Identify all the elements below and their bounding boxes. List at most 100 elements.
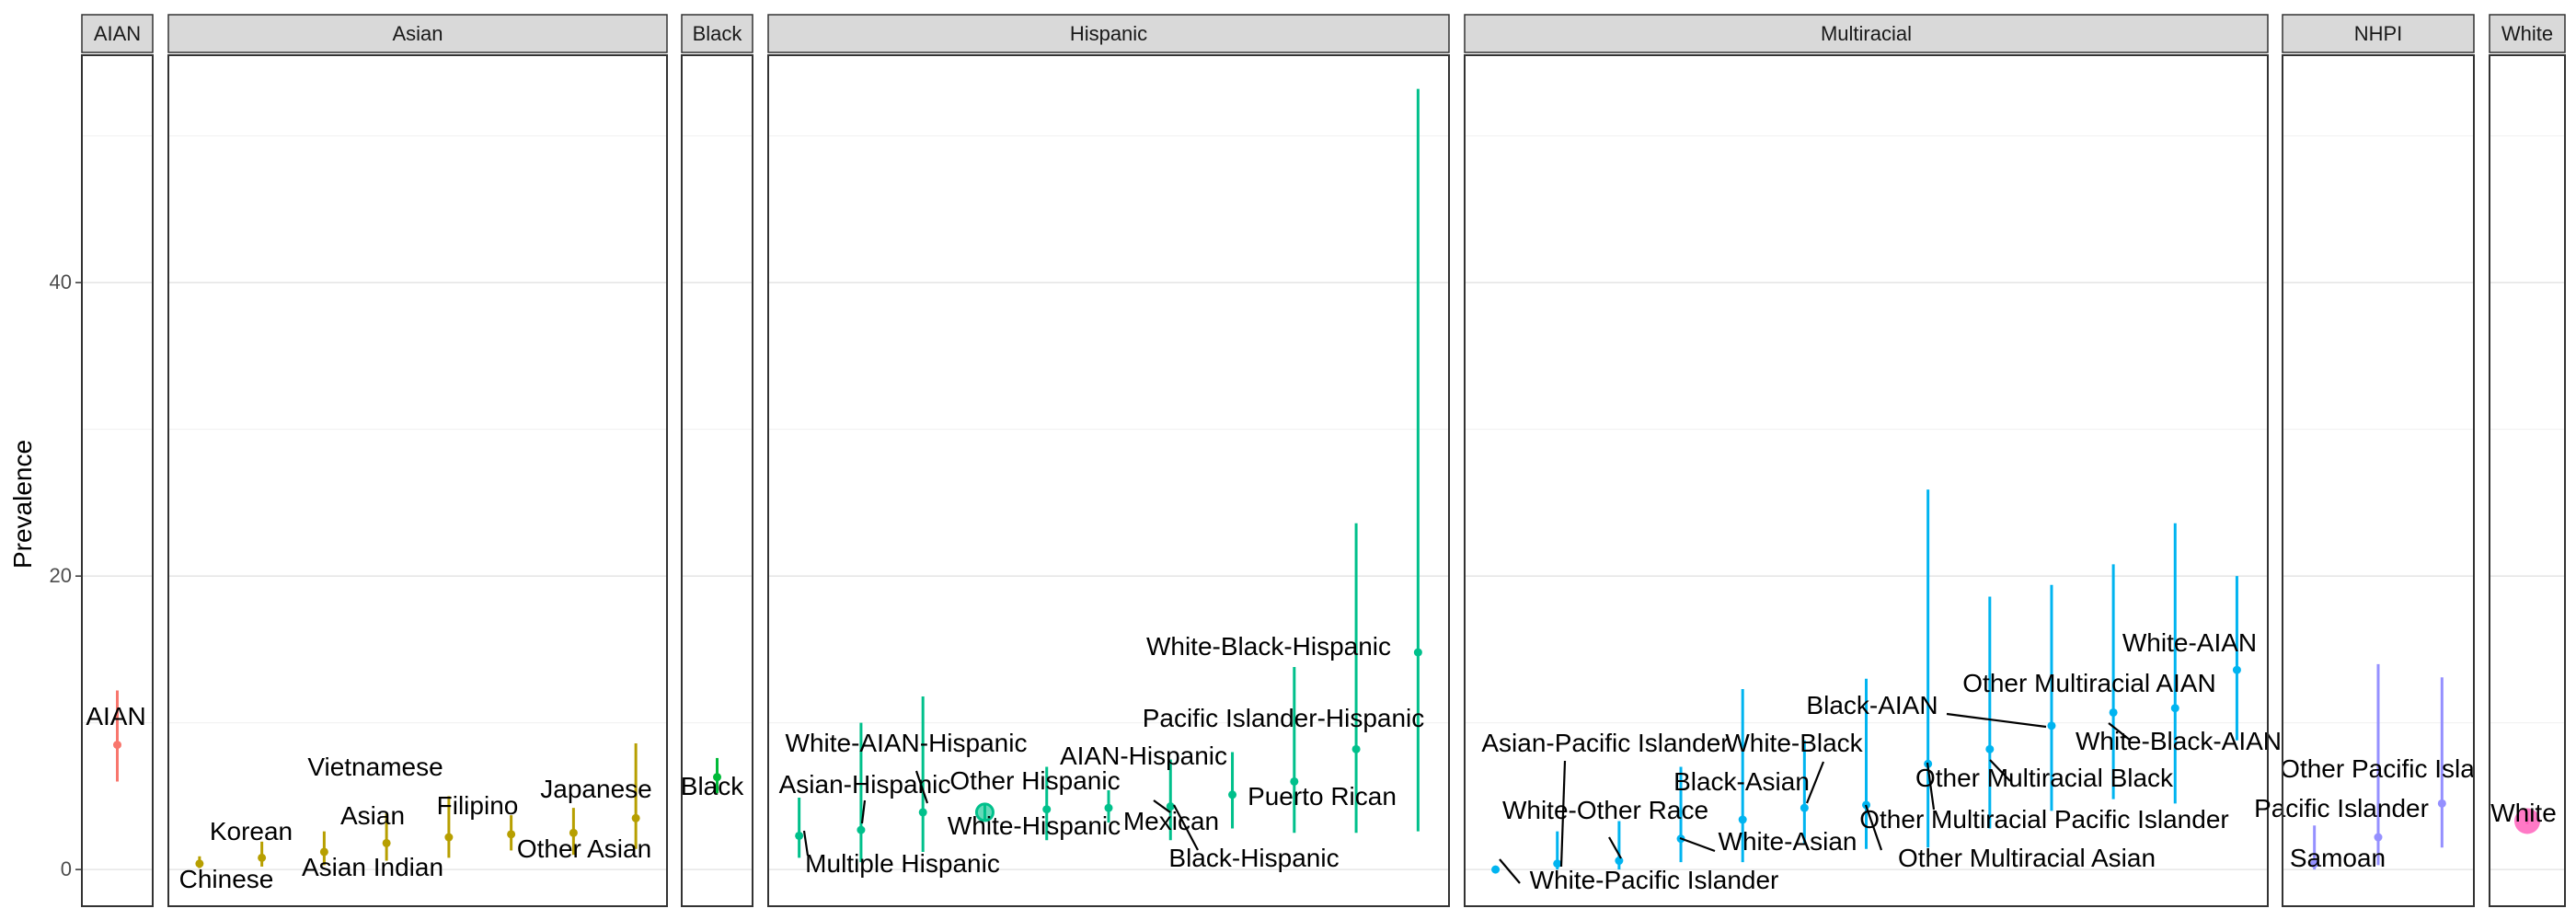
data-point[interactable] (1553, 859, 1562, 868)
data-point[interactable] (918, 808, 927, 817)
data-point[interactable] (1351, 744, 1361, 753)
facet-strip (2489, 14, 2566, 53)
point-label: Black-Hispanic (1168, 844, 1339, 872)
facet-white: White White (2489, 14, 2566, 907)
point-label: White-AIAN-Hispanic (786, 729, 1028, 757)
data-point[interactable] (1104, 803, 1113, 812)
point-label: White (2490, 799, 2557, 827)
facet-strip (1464, 14, 2269, 53)
data-point[interactable] (444, 833, 454, 842)
label-leader-line (802, 830, 810, 857)
data-point[interactable] (2170, 704, 2179, 713)
facet-aian: AIAN AIAN (81, 14, 154, 907)
data-point[interactable] (1800, 803, 1809, 812)
data-point[interactable] (2232, 665, 2241, 674)
data-point[interactable] (507, 830, 516, 839)
facet-data-layer (2514, 808, 2540, 834)
panel-border (167, 54, 668, 907)
data-point[interactable] (2310, 859, 2319, 868)
data-point[interactable] (1738, 815, 1747, 824)
y-tick-label: 20 (50, 564, 72, 587)
point-label: Other Asian (517, 834, 651, 863)
point-label: White-Black-Hispanic (1146, 632, 1391, 661)
panel-border (81, 54, 154, 907)
data-point[interactable] (2109, 707, 2118, 717)
y-tick-label: 40 (50, 270, 72, 293)
facet-strip-label: White (2501, 22, 2553, 45)
point-label: White-AIAN (2122, 628, 2257, 657)
panel-border (767, 54, 1450, 907)
facet-strip-label: Hispanic (1070, 22, 1147, 45)
facet-strip (167, 14, 668, 53)
data-point[interactable] (1413, 648, 1422, 657)
label-leader-line (1608, 836, 1622, 859)
point-label: Vietnamese (307, 753, 443, 781)
label-leader-line (1989, 759, 2011, 782)
point-label: Pacific Islander (2254, 794, 2429, 822)
y-axis-label: Prevalence (8, 440, 37, 569)
label-leader-line (860, 799, 867, 824)
data-point[interactable] (1491, 865, 1501, 874)
facet-data-layer (2310, 663, 2446, 870)
point-label: White-Black (1725, 729, 1863, 757)
point-label: Other Multiracial Black (1915, 764, 2174, 792)
point-label: Other Hispanic (949, 766, 1120, 795)
label-leader-line (2108, 722, 2132, 742)
data-point[interactable] (1985, 744, 1995, 753)
label-leader-line (1153, 799, 1171, 813)
label-leader-line (914, 770, 929, 804)
label-leader-line (1559, 760, 1567, 868)
data-point[interactable] (1615, 857, 1624, 866)
panel-background (168, 55, 667, 906)
data-point[interactable] (569, 828, 578, 837)
data-point[interactable] (713, 773, 721, 782)
data-point[interactable] (195, 859, 204, 868)
point-label: Japanese (540, 775, 651, 803)
facet-multiracial: Multiracial White-Pacific Islander Asian-P… (1464, 14, 2282, 907)
data-point[interactable] (857, 825, 866, 834)
point-label: Samoan (2290, 844, 2386, 872)
data-point[interactable] (631, 813, 640, 822)
facet-strip (767, 14, 1450, 53)
point-label: AIAN-Hispanic (1060, 742, 1227, 770)
data-point[interactable] (319, 847, 328, 857)
facet-strip-label: Multiracial (1821, 22, 1912, 45)
data-point[interactable] (2437, 799, 2446, 808)
panel-border (2282, 54, 2475, 907)
data-point[interactable] (2374, 833, 2383, 842)
facet-strip (2282, 14, 2475, 53)
y-axis: 0 20 40 (50, 270, 82, 880)
data-point[interactable] (2514, 808, 2540, 834)
point-label: Chinese (179, 865, 274, 893)
data-point[interactable] (113, 741, 121, 750)
data-point[interactable] (382, 838, 391, 847)
y-tick-label: 0 (61, 857, 72, 880)
point-label: Mexican (1123, 807, 1219, 835)
facet-hispanic: Hispanic Multiple Hispanic Asian-Hispanic W… (767, 14, 1450, 907)
facet-strip (681, 14, 753, 53)
label-leader-line (1805, 761, 1825, 804)
data-point[interactable] (795, 831, 804, 840)
point-label: Puerto Rican (1248, 782, 1397, 811)
data-point[interactable] (258, 853, 267, 862)
label-leader-line (1499, 858, 1521, 884)
data-point[interactable] (1290, 776, 1299, 786)
facet-strip (81, 14, 154, 53)
facet-data-layer (113, 690, 121, 782)
point-label: Other Pacific Isla (2280, 754, 2475, 783)
point-label: Filipino (437, 791, 519, 820)
data-point[interactable] (2047, 721, 2056, 730)
facet-asian: Asian Chinese Korean Asian Indian Asian Vietn… (167, 14, 668, 907)
point-label: White-Pacific Islander (1530, 866, 1779, 894)
data-point[interactable] (1228, 790, 1237, 799)
point-label: Pacific Islander-Hispanic (1143, 704, 1425, 732)
data-point[interactable] (1166, 802, 1175, 811)
facet-strip-label: NHPI (2354, 22, 2403, 45)
panel-background (768, 55, 1449, 906)
point-label: Black-Asian (1673, 767, 1810, 796)
facet-data-layer (195, 742, 640, 868)
data-point[interactable] (974, 802, 995, 822)
data-point[interactable] (1042, 805, 1052, 814)
